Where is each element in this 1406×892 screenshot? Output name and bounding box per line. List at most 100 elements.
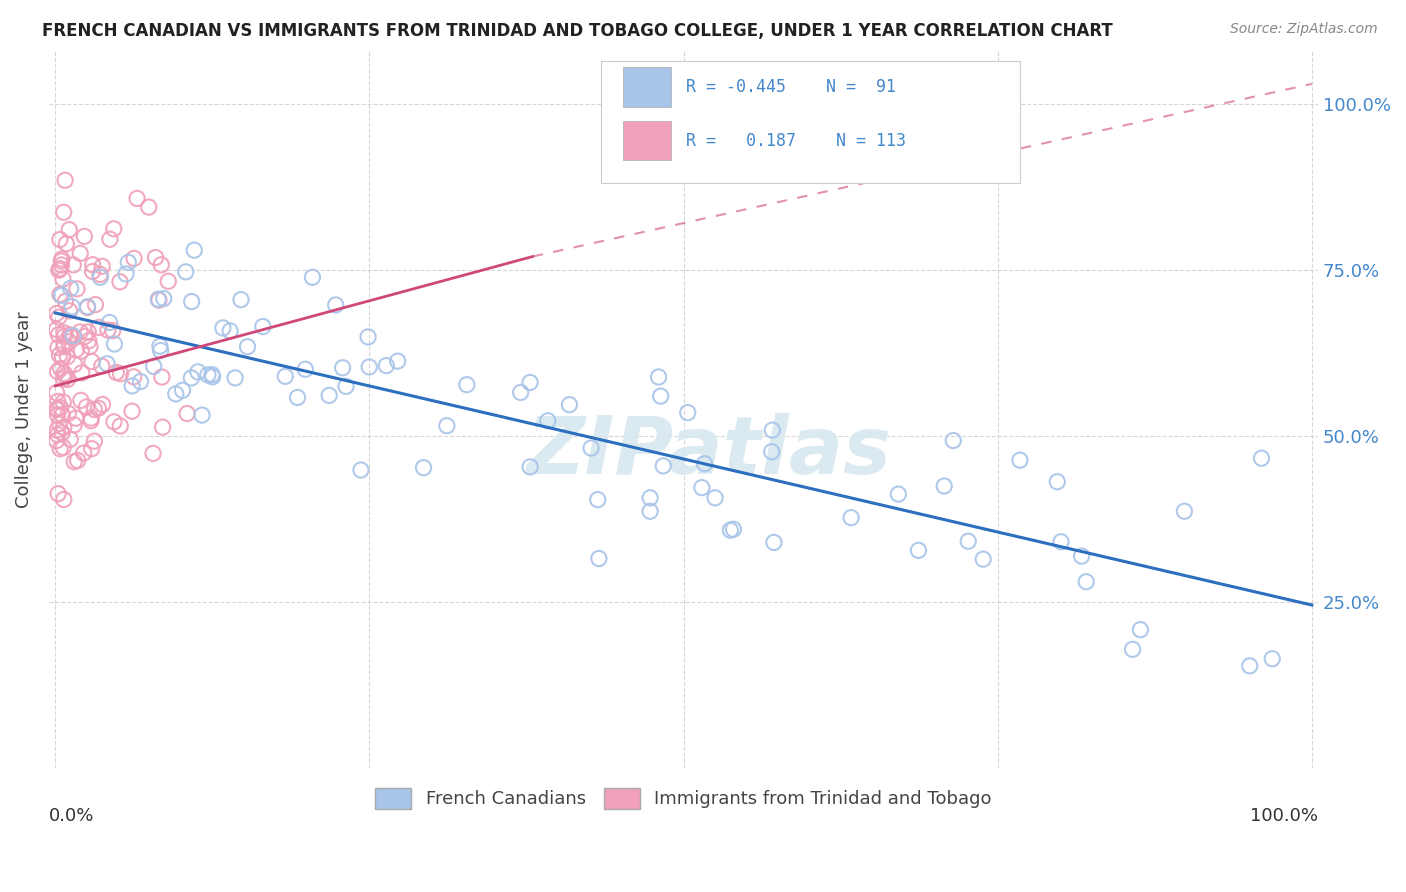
Point (558, 398, 581, 412)
Point (122, 252, 145, 266)
FancyBboxPatch shape (623, 121, 671, 161)
Point (49, 361, 72, 376)
Point (318, 388, 340, 402)
Point (839, 510, 862, 524)
Point (335, 379, 357, 393)
Point (197, 368, 219, 382)
Point (150, 258, 173, 272)
Point (56, 372, 79, 386)
Point (98, 232, 121, 246)
Point (287, 391, 309, 405)
Point (907, 543, 929, 558)
Point (129, 375, 152, 389)
Point (110, 419, 132, 434)
Text: Source: ZipAtlas.com: Source: ZipAtlas.com (1230, 22, 1378, 37)
Point (51, 425, 73, 440)
Point (49, 233, 72, 247)
Point (412, 460, 434, 475)
Point (77, 334, 100, 348)
Point (762, 535, 785, 549)
Point (52, 441, 75, 455)
Point (110, 367, 132, 381)
Point (1129, 623, 1152, 637)
Point (357, 330, 380, 344)
Point (142, 359, 165, 374)
Point (52, 420, 75, 434)
Point (51, 258, 73, 272)
Text: ZIPatlas: ZIPatlas (526, 413, 891, 491)
Point (91, 397, 114, 411)
Point (723, 522, 745, 536)
Point (51, 254, 73, 268)
Point (59, 281, 82, 295)
Point (236, 340, 259, 354)
Point (49, 287, 72, 301)
Point (117, 255, 139, 269)
Point (1076, 574, 1098, 589)
Point (65, 411, 87, 425)
Point (145, 251, 167, 265)
Point (148, 293, 170, 307)
Point (1122, 642, 1144, 657)
Point (80, 411, 103, 425)
Point (761, 423, 783, 437)
Point (53, 367, 76, 381)
Point (90, 359, 112, 374)
Point (46, 394, 69, 409)
Point (332, 360, 354, 375)
Text: 0.0%: 0.0% (49, 807, 94, 825)
Point (176, 407, 198, 421)
Point (58, 407, 80, 421)
Point (375, 359, 398, 373)
Point (105, 366, 128, 380)
Text: 100.0%: 100.0% (1250, 807, 1319, 825)
Point (69, 325, 91, 339)
Point (87, 320, 110, 334)
Point (219, 324, 242, 338)
Point (53, 326, 76, 340)
Point (55, 368, 77, 383)
Point (70, 366, 93, 380)
Point (51, 252, 73, 266)
Point (690, 481, 713, 495)
Point (172, 384, 194, 398)
Point (51, 408, 73, 422)
Point (97, 323, 120, 337)
Point (62, 258, 84, 272)
Point (1070, 549, 1092, 563)
Point (1239, 658, 1261, 673)
Point (101, 324, 124, 338)
Point (972, 552, 994, 566)
Point (45, 322, 67, 336)
Text: FRENCH CANADIAN VS IMMIGRANTS FROM TRINIDAD AND TOBAGO COLLEGE, UNDER 1 YEAR COR: FRENCH CANADIAN VS IMMIGRANTS FROM TRINI… (42, 22, 1114, 40)
Point (63, 417, 86, 432)
Point (65, 343, 87, 357)
Point (53, 340, 76, 354)
Point (150, 370, 173, 384)
Point (84, 297, 107, 311)
Point (650, 389, 672, 403)
FancyBboxPatch shape (600, 62, 1019, 184)
Point (51, 288, 73, 302)
Legend: French Canadians, Immigrants from Trinidad and Tobago: French Canadians, Immigrants from Trinid… (368, 780, 1000, 816)
Point (45, 434, 67, 448)
Point (229, 293, 252, 307)
Point (180, 371, 202, 385)
Point (148, 292, 170, 306)
Point (957, 534, 980, 549)
Point (58, 303, 80, 318)
Point (183, 243, 205, 257)
Point (121, 379, 143, 393)
Point (83, 402, 105, 417)
Point (1173, 504, 1195, 518)
Point (52, 395, 75, 409)
Point (96, 357, 118, 371)
Point (586, 492, 609, 507)
Point (142, 446, 165, 460)
Point (55, 236, 77, 251)
Point (647, 370, 669, 384)
Point (58, 222, 80, 236)
Point (125, 191, 148, 205)
Point (82, 264, 104, 278)
Point (350, 463, 373, 477)
